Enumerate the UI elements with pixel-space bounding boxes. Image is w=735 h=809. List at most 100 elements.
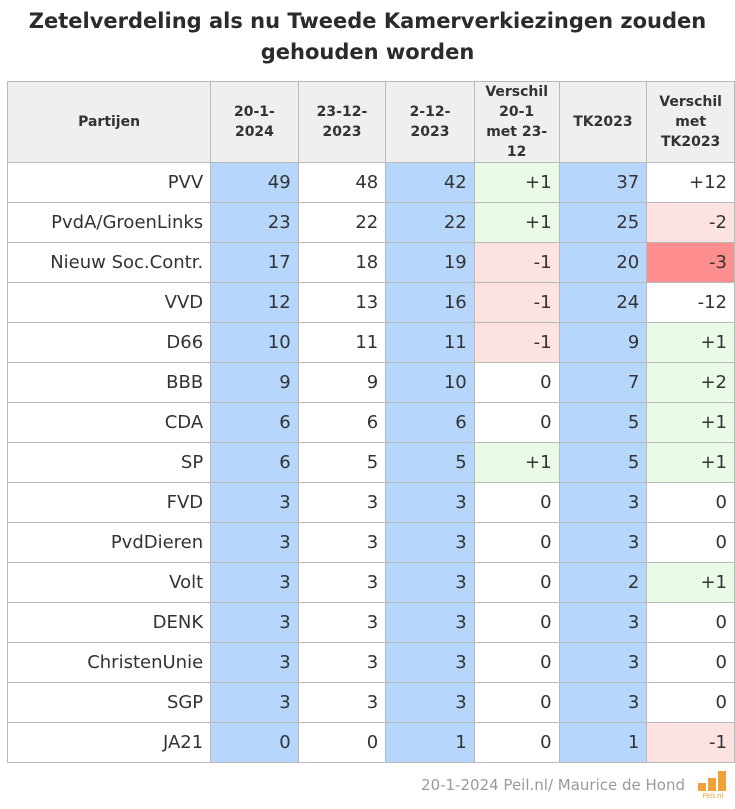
- party-cell: SGP: [6, 682, 212, 723]
- diff-tk2023-cell: 0: [646, 642, 735, 683]
- seats-tk2023-cell: 2: [558, 562, 648, 603]
- diff-tk2023-cell: +2: [646, 362, 735, 403]
- seats-20-1-2024-cell: 3: [210, 642, 299, 683]
- diff-tk2023-cell: +1: [646, 402, 735, 443]
- party-cell: VVD: [6, 282, 212, 323]
- seats-20-1-2024-cell: 3: [210, 682, 299, 723]
- seats-2-12-2023-cell: 3: [385, 682, 475, 723]
- diff-tk2023-cell: +1: [646, 562, 735, 603]
- table-row: SP 6 5 5 +1 5 +1: [6, 442, 735, 483]
- seat-distribution-table: Partijen 20-1-2024 23-12-2023 2-12-2023 …: [6, 81, 735, 763]
- column-header-tk2023: TK2023: [558, 81, 648, 163]
- column-header-verschil-vorige: Verschil 20-1 met 23-12: [473, 81, 560, 163]
- party-cell: JA21: [6, 722, 212, 763]
- seats-20-1-2024-cell: 12: [210, 282, 299, 323]
- seats-20-1-2024-cell: 9: [210, 362, 299, 403]
- logo-bar-icon: [708, 778, 716, 791]
- seats-2-12-2023-cell: 3: [385, 522, 475, 563]
- seats-2-12-2023-cell: 10: [385, 362, 475, 403]
- diff-previous-cell: 0: [473, 642, 560, 683]
- seats-2-12-2023-cell: 1: [385, 722, 475, 763]
- seats-20-1-2024-cell: 49: [210, 162, 299, 203]
- table-row: D66 10 11 11 -1 9 +1: [6, 322, 735, 363]
- diff-tk2023-cell: +12: [646, 162, 735, 203]
- table-row: CDA 6 6 6 0 5 +1: [6, 402, 735, 443]
- party-cell: ChristenUnie: [6, 642, 212, 683]
- table-row: Volt 3 3 3 0 2 +1: [6, 562, 735, 603]
- seats-2-12-2023-cell: 42: [385, 162, 475, 203]
- peil-logo: Peil.nl: [697, 768, 729, 800]
- diff-previous-cell: +1: [473, 202, 560, 243]
- diff-previous-cell: 0: [473, 722, 560, 763]
- party-cell: FVD: [6, 482, 212, 523]
- seats-23-12-2023-cell: 3: [297, 682, 387, 723]
- table-header-row: Partijen 20-1-2024 23-12-2023 2-12-2023 …: [6, 81, 735, 163]
- table-row: Nieuw Soc.Contr. 17 18 19 -1 20 -3: [6, 242, 735, 283]
- seats-2-12-2023-cell: 19: [385, 242, 475, 283]
- seats-tk2023-cell: 5: [558, 442, 648, 483]
- diff-tk2023-cell: +1: [646, 322, 735, 363]
- seats-tk2023-cell: 3: [558, 482, 648, 523]
- diff-tk2023-cell: -2: [646, 202, 735, 243]
- diff-previous-cell: -1: [473, 282, 560, 323]
- seats-tk2023-cell: 25: [558, 202, 648, 243]
- seats-23-12-2023-cell: 3: [297, 522, 387, 563]
- seats-tk2023-cell: 1: [558, 722, 648, 763]
- table-row: PVV 49 48 42 +1 37 +12: [6, 162, 735, 203]
- seats-23-12-2023-cell: 13: [297, 282, 387, 323]
- seats-23-12-2023-cell: 5: [297, 442, 387, 483]
- seats-20-1-2024-cell: 3: [210, 482, 299, 523]
- seats-2-12-2023-cell: 22: [385, 202, 475, 243]
- logo-bar-icon: [718, 771, 726, 791]
- seats-tk2023-cell: 3: [558, 682, 648, 723]
- seats-20-1-2024-cell: 6: [210, 442, 299, 483]
- diff-previous-cell: 0: [473, 682, 560, 723]
- table-row: PvdA/GroenLinks 23 22 22 +1 25 -2: [6, 202, 735, 243]
- party-cell: D66: [6, 322, 212, 363]
- diff-tk2023-cell: -12: [646, 282, 735, 323]
- seats-tk2023-cell: 9: [558, 322, 648, 363]
- seats-23-12-2023-cell: 3: [297, 562, 387, 603]
- diff-previous-cell: 0: [473, 402, 560, 443]
- seats-23-12-2023-cell: 48: [297, 162, 387, 203]
- seats-2-12-2023-cell: 11: [385, 322, 475, 363]
- table-row: SGP 3 3 3 0 3 0: [6, 682, 735, 723]
- seats-20-1-2024-cell: 17: [210, 242, 299, 283]
- chart-title: Zetelverdeling als nu Tweede Kamerverkie…: [28, 9, 707, 64]
- seats-tk2023-cell: 24: [558, 282, 648, 323]
- seats-2-12-2023-cell: 3: [385, 482, 475, 523]
- seats-2-12-2023-cell: 5: [385, 442, 475, 483]
- party-cell: DENK: [6, 602, 212, 643]
- seats-20-1-2024-cell: 3: [210, 602, 299, 643]
- diff-previous-cell: -1: [473, 242, 560, 283]
- party-cell: CDA: [6, 402, 212, 443]
- table-body: PVV 49 48 42 +1 37 +12 PvdA/GroenLinks 23 22 22 +1 2…: [6, 162, 735, 763]
- seats-tk2023-cell: 37: [558, 162, 648, 203]
- seats-2-12-2023-cell: 16: [385, 282, 475, 323]
- column-header-23-12-2023: 23-12-2023: [297, 81, 387, 163]
- seats-20-1-2024-cell: 6: [210, 402, 299, 443]
- party-cell: BBB: [6, 362, 212, 403]
- seats-tk2023-cell: 3: [558, 642, 648, 683]
- table-row: BBB 9 9 10 0 7 +2: [6, 362, 735, 403]
- column-header-partijen: Partijen: [6, 81, 212, 163]
- table-row: DENK 3 3 3 0 3 0: [6, 602, 735, 643]
- source-footer: 20-1-2024 Peil.nl/ Maurice de Hond: [421, 776, 685, 794]
- party-cell: PvdDieren: [6, 522, 212, 563]
- seats-tk2023-cell: 20: [558, 242, 648, 283]
- diff-tk2023-cell: 0: [646, 522, 735, 563]
- logo-text: Peil.nl: [702, 792, 724, 800]
- diff-tk2023-cell: 0: [646, 602, 735, 643]
- party-cell: Volt: [6, 562, 212, 603]
- seats-23-12-2023-cell: 3: [297, 482, 387, 523]
- diff-previous-cell: 0: [473, 362, 560, 403]
- diff-previous-cell: -1: [473, 322, 560, 363]
- seats-tk2023-cell: 7: [558, 362, 648, 403]
- diff-previous-cell: +1: [473, 162, 560, 203]
- column-header-2-12-2023: 2-12-2023: [385, 81, 475, 163]
- seats-2-12-2023-cell: 3: [385, 562, 475, 603]
- logo-bar-icon: [698, 783, 706, 791]
- seats-23-12-2023-cell: 9: [297, 362, 387, 403]
- party-cell: PvdA/GroenLinks: [6, 202, 212, 243]
- diff-previous-cell: +1: [473, 442, 560, 483]
